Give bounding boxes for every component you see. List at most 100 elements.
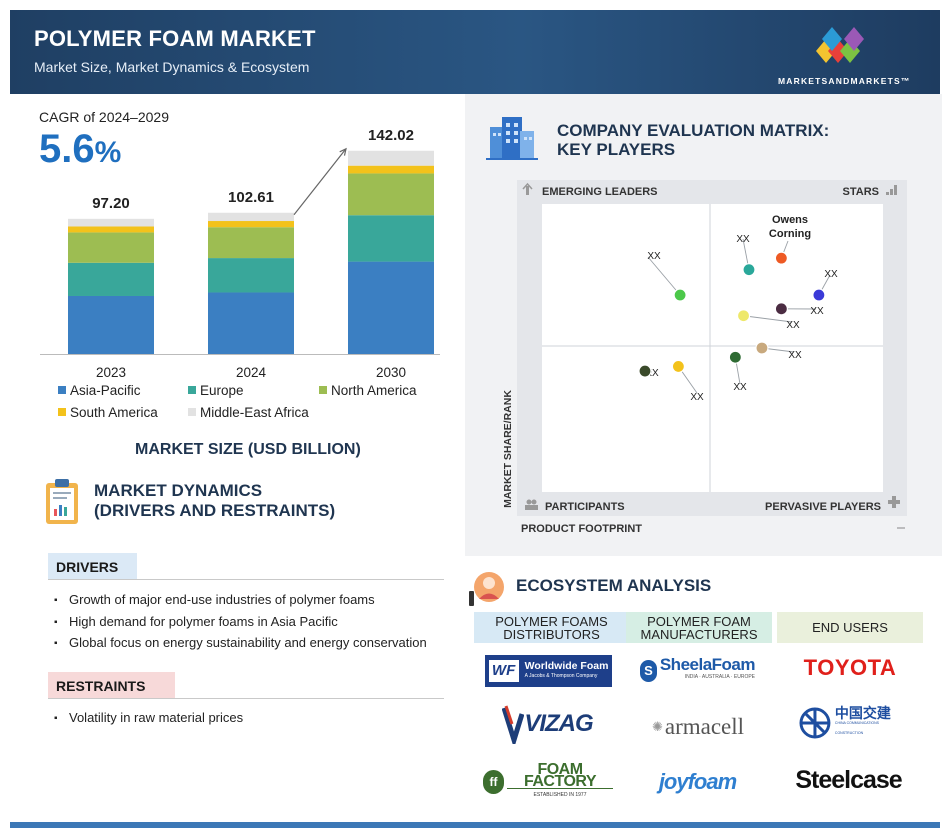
legend-item-asia-pacific: Asia-Pacific: [58, 383, 141, 398]
logo-toyota: TOYOTA: [795, 655, 905, 681]
bar-total-label: 102.61: [228, 189, 274, 206]
bar-segment: [208, 292, 294, 354]
quadrant-label-emerging-leaders: EMERGING LEADERS: [542, 186, 658, 198]
company-placeholder-label: XX: [690, 392, 704, 403]
company-point: [755, 341, 769, 355]
participants-icon: [525, 499, 538, 510]
leader-line: [647, 256, 681, 296]
page-subtitle: Market Size, Market Dynamics & Ecosystem: [34, 59, 310, 75]
driver-item: Global focus on energy sustainability an…: [54, 635, 427, 657]
company-point: [728, 350, 742, 364]
legend-label: Middle-East Africa: [200, 405, 309, 420]
matrix-title-line2: KEY PLAYERS: [557, 140, 676, 159]
worldwide-foam-text: Worldwide Foam A Jacobs & Thompson Compa…: [525, 661, 609, 681]
matrix-title: COMPANY EVALUATION MATRIX: KEY PLAYERS: [557, 121, 829, 159]
ecosystem-title: ECOSYSTEM ANALYSIS: [516, 576, 712, 595]
chart-title: MARKET SIZE (USD BILLION): [135, 441, 361, 458]
worldwide-foam-name: Worldwide Foam: [524, 660, 609, 672]
logo-worldwide-foam: WF Worldwide Foam A Jacobs & Thompson Co…: [485, 655, 612, 687]
logo-joyfoam: joyfoam: [640, 766, 755, 798]
bar-total-label: 97.20: [92, 195, 130, 212]
company-placeholder-label: XX: [788, 350, 802, 361]
driver-item: High demand for polymer foams in Asia Pa…: [54, 614, 427, 636]
market-dynamics-title-line1: MARKET DYNAMICS: [94, 481, 263, 500]
company-point: [638, 364, 652, 378]
logo-vizag: VIZAG: [490, 702, 605, 746]
cagr-number: 5.6: [39, 127, 95, 171]
drivers-divider: [48, 579, 444, 580]
column-head-line2: MANUFACTURERS: [640, 627, 758, 642]
column-head-line1: POLYMER FOAMS: [495, 614, 608, 629]
legend-item-europe: Europe: [188, 383, 244, 398]
column-head-distributors: POLYMER FOAMS DISTRIBUTORS: [474, 612, 629, 643]
matrix-plot-area: [542, 204, 883, 492]
pervasive-players-icon: [888, 496, 900, 508]
footer-bar: [10, 822, 940, 828]
brand-name: MARKETSANDMARKETS™: [778, 76, 911, 86]
legend-label: Asia-Pacific: [70, 383, 141, 398]
armacell-dot-icon: ✺: [651, 719, 663, 734]
toyota-name: TOYOTA: [803, 655, 897, 680]
owens-corning-label-line1: Owens: [772, 214, 808, 226]
company-placeholder-label: XX: [810, 306, 824, 317]
company-point: [812, 288, 826, 302]
buildings-icon: [486, 117, 538, 160]
worldwide-foam-tagline: A Jacobs & Thompson Company: [524, 673, 598, 679]
restraints-divider: [48, 698, 444, 699]
company-point: [736, 309, 751, 323]
restraint-item: Volatility in raw material prices: [54, 710, 243, 732]
stars-icon: [886, 185, 897, 195]
foam-factory-name: FOAM FACTORY: [523, 760, 597, 790]
ecosystem-person-icon: [469, 572, 504, 606]
sheelafoam-tagline: INDIA · AUSTRALIA · EUROPE: [684, 674, 755, 680]
growth-arrow-head: [339, 147, 347, 156]
drivers-label: DRIVERS: [48, 553, 137, 579]
armacell-name: armacell: [664, 714, 745, 739]
growth-arrow-line: [293, 148, 347, 216]
legend-swatch: [58, 386, 66, 394]
header-banner: POLYMER FOAM MARKET Market Size, Market …: [10, 10, 940, 94]
company-placeholder-label: XX: [824, 269, 838, 280]
legend-item-south-america: South America: [58, 405, 158, 420]
legend-item-north-america: North America: [319, 383, 417, 398]
market-dynamics-title: MARKET DYNAMICS (DRIVERS AND RESTRAINTS): [94, 481, 335, 521]
bar-segment: [68, 295, 154, 354]
column-head-line2: DISTRIBUTORS: [503, 627, 600, 642]
joyfoam-name: joyfoam: [658, 769, 737, 794]
category-tick-label: 2023: [96, 365, 126, 380]
cagr-label: CAGR of 2024–2029: [39, 109, 169, 125]
vizag-name: VIZAG: [524, 710, 593, 737]
brand-diamonds-icon: [816, 27, 864, 63]
cagr-unit: %: [94, 136, 122, 169]
sheelafoam-name: SheelaFoam: [659, 655, 756, 674]
foam-factory-tagline: ESTABLISHED IN 1977: [507, 787, 613, 801]
column-head-end-users: END USERS: [777, 612, 923, 643]
logo-cccc: 中国交建 CHINA COMMUNICATIONS CONSTRUCTION: [798, 705, 908, 741]
company-point: [673, 288, 687, 302]
bar-segment: [348, 165, 434, 174]
quadrant-label-stars: STARS: [843, 186, 879, 198]
leader-line: [743, 315, 793, 323]
x-axis-label: PRODUCT FOOTPRINT: [521, 523, 642, 535]
vizag-swoosh-icon: [502, 705, 525, 744]
restraints-label: RESTRAINTS: [48, 672, 175, 698]
bar-segment: [68, 226, 154, 233]
bar-segment: [208, 212, 294, 222]
market-size-chart: 97.20 2023 102.61 2024 142.02 2030: [40, 127, 440, 380]
bar-segment: [208, 258, 294, 293]
company-placeholder-label: XX: [647, 251, 661, 262]
bar-segment: [208, 227, 294, 259]
legend-label: North America: [331, 383, 417, 398]
owens-corning-label-line2: Corning: [769, 228, 811, 240]
legend-swatch: [319, 386, 327, 394]
logo-armacell: ✺ armacell: [632, 712, 764, 742]
company-point: [671, 359, 686, 374]
page-title: POLYMER FOAM MARKET: [34, 26, 316, 51]
column-head-line1: END USERS: [812, 620, 888, 635]
emerging-leaders-icon: [522, 182, 533, 195]
foam-factory-mark: ff: [483, 770, 504, 794]
legend-label: Europe: [200, 383, 244, 398]
company-placeholder-label: XX: [786, 320, 800, 331]
worldwide-foam-mark: WF: [488, 660, 519, 682]
company-evaluation-matrix: EMERGING LEADERS STARS PARTICIPANTS PERVASI…: [502, 180, 907, 535]
